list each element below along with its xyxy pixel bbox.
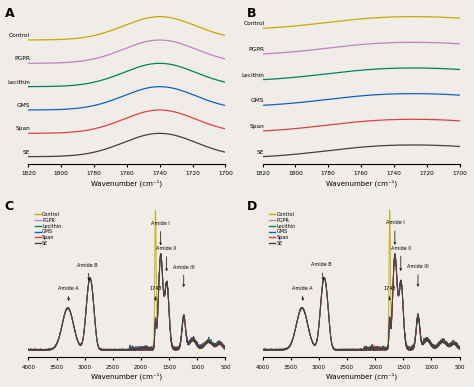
Text: Amide A: Amide A — [292, 286, 312, 300]
Text: SE: SE — [257, 150, 264, 154]
Text: Amide B: Amide B — [77, 263, 98, 280]
Text: D: D — [247, 200, 257, 213]
Text: 1743: 1743 — [149, 286, 162, 300]
Text: Span: Span — [15, 127, 30, 132]
X-axis label: Wavenumber (cm⁻¹): Wavenumber (cm⁻¹) — [326, 179, 397, 187]
Text: SE: SE — [23, 150, 30, 155]
Text: Amide II: Amide II — [391, 245, 411, 270]
X-axis label: Wavenumber (cm⁻¹): Wavenumber (cm⁻¹) — [326, 373, 397, 380]
Legend: Control, PGPR, Lecithin, GMS, Span, SE: Control, PGPR, Lecithin, GMS, Span, SE — [33, 210, 63, 248]
Text: Amide B: Amide B — [311, 262, 332, 279]
X-axis label: Wavenumber (cm⁻¹): Wavenumber (cm⁻¹) — [91, 373, 163, 380]
Text: Span: Span — [249, 124, 264, 129]
Text: Amide III: Amide III — [173, 265, 195, 286]
Text: Control: Control — [243, 21, 264, 26]
Text: B: B — [247, 7, 256, 20]
Text: C: C — [5, 200, 14, 213]
X-axis label: Wavenumber (cm⁻¹): Wavenumber (cm⁻¹) — [91, 179, 163, 187]
Text: GMS: GMS — [251, 98, 264, 103]
Text: PGPR: PGPR — [14, 57, 30, 62]
Text: Amide II: Amide II — [156, 246, 177, 271]
Text: Amide I: Amide I — [151, 221, 170, 245]
Text: Lecithin: Lecithin — [241, 73, 264, 78]
Text: Lecithin: Lecithin — [7, 80, 30, 85]
Text: GMS: GMS — [17, 103, 30, 108]
Legend: Control, PGPR, Lecithin, GMS, Span, SE: Control, PGPR, Lecithin, GMS, Span, SE — [267, 210, 298, 248]
Text: Control: Control — [9, 33, 30, 38]
Text: Amide A: Amide A — [57, 286, 78, 300]
Text: Amide I: Amide I — [385, 220, 404, 244]
Text: PGPR: PGPR — [248, 47, 264, 52]
Text: A: A — [5, 7, 14, 20]
Text: Amide III: Amide III — [407, 264, 429, 286]
Text: 1743: 1743 — [383, 286, 396, 300]
